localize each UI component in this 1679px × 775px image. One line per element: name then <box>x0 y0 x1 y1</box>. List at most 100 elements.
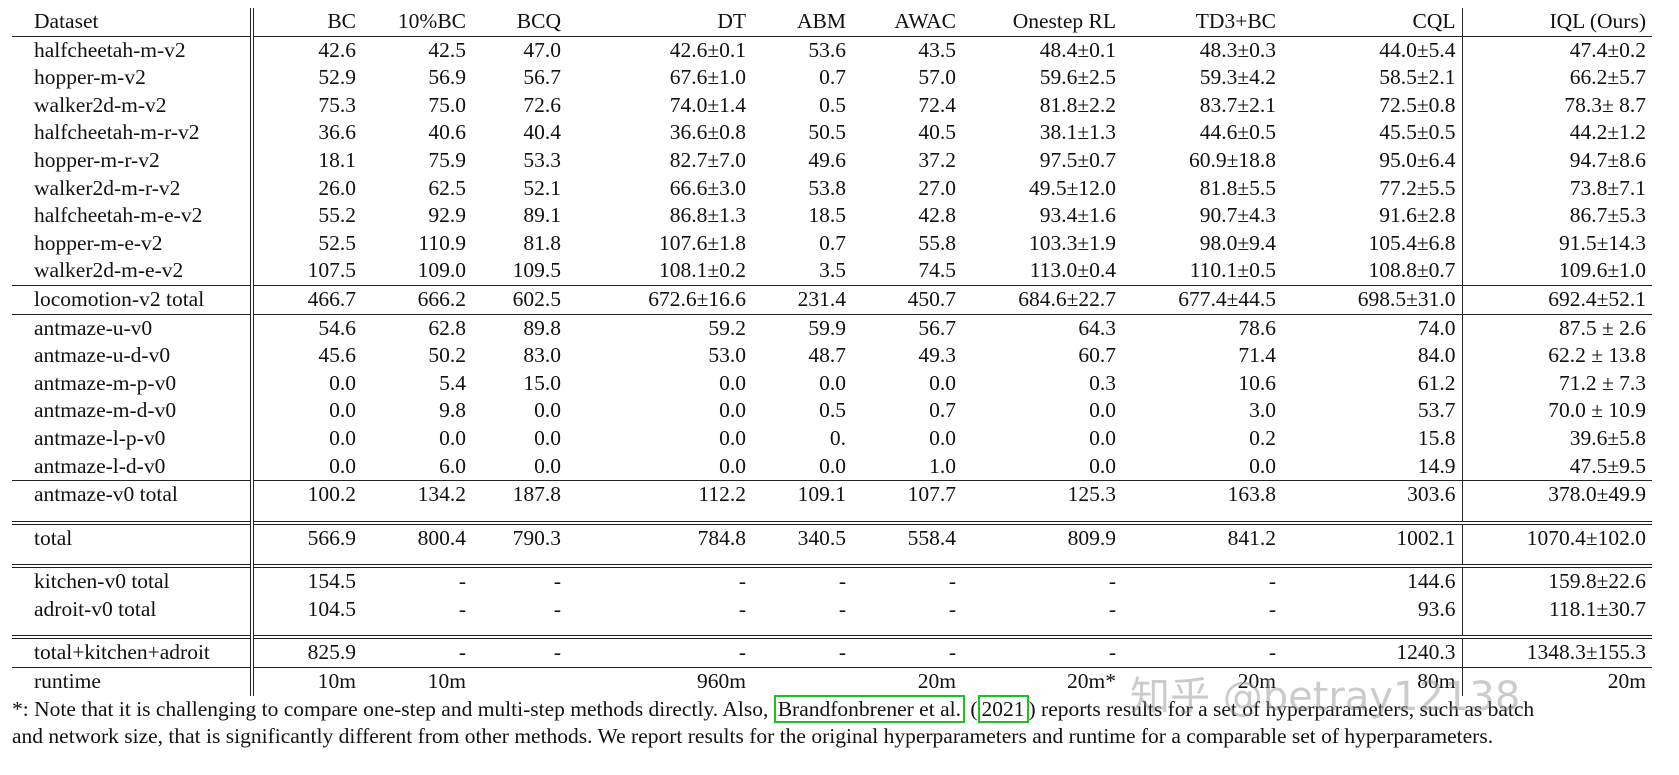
score-cell: 0.0 <box>1089 453 1116 478</box>
dataset-cell: hopper-m-e-v2 <box>12 229 254 258</box>
score-cell: 42.5 <box>428 37 466 62</box>
gap-cell <box>12 623 254 638</box>
dataset-cell: walker2d-m-e-v2 <box>12 257 254 286</box>
score-cell: 698.5±31.0 <box>1282 284 1463 315</box>
score-cell: 61.2 <box>1282 369 1463 398</box>
table-row: halfcheetah-m-r-v2 36.6 40.6 40.4 36.6±0.8 50… <box>12 119 1652 147</box>
score-cell: 103.3±1.9 <box>1028 230 1116 255</box>
column-header: AWAC <box>852 8 962 37</box>
score-cell: 73.8±7.1 <box>1569 175 1646 200</box>
score-cell: 45.5±0.5 <box>1282 119 1463 147</box>
gap-cell <box>752 509 852 523</box>
dataset-cell: antmaze-l-d-v0 <box>12 452 254 481</box>
score-cell: 0.0 <box>819 370 846 395</box>
table-row: antmaze-v0 total 100.2 134.2 187.8 112.2 109.… <box>12 480 1652 509</box>
score-cell: 71.2 ± 7.3 <box>1558 370 1646 395</box>
score-cell: 89.8 <box>472 313 567 343</box>
score-cell: - <box>752 564 852 596</box>
score-cell: 105.4±6.8 <box>1282 229 1463 258</box>
score-cell: 91.5±14.3 <box>1558 230 1646 255</box>
score-cell: 97.5±0.7 <box>1039 147 1116 172</box>
score-cell: 187.8 <box>472 480 567 509</box>
score-cell: 64.3 <box>962 313 1122 343</box>
score-cell: 42.6±0.1 <box>669 37 746 62</box>
score-cell: 0. <box>829 425 846 450</box>
score-cell: 80m <box>1282 667 1463 696</box>
gap-cell <box>472 623 567 637</box>
score-cell: 0.0 <box>819 453 846 478</box>
score-cell: 108.1±0.2 <box>658 258 746 283</box>
footnote-line-1: *: Note that it is challenging to compar… <box>12 695 1667 723</box>
score-cell: 56.7 <box>523 65 561 90</box>
score-cell: 100.2 <box>252 480 362 509</box>
group-gap <box>12 508 1652 523</box>
score-cell: 378.0±49.9 <box>1462 480 1652 509</box>
score-cell <box>472 667 567 696</box>
score-cell: 163.8 <box>1122 480 1282 509</box>
gap-cell <box>752 623 852 637</box>
group-gap <box>12 552 1652 567</box>
score-cell: 10m <box>252 667 362 696</box>
dataset-cell: halfcheetah-m-r-v2 <box>12 119 254 147</box>
score-cell: 54.6 <box>252 313 362 343</box>
dataset-cell: adroit-v0 total <box>12 595 254 624</box>
gap-cell <box>472 509 567 523</box>
gap-cell <box>962 552 1122 566</box>
score-cell: - <box>738 596 746 621</box>
table-row: halfcheetah-m-v2 42.6 42.5 47.0 42.6±0.1 53.6… <box>12 36 1652 65</box>
score-cell: 1002.1 <box>1282 520 1463 553</box>
score-cell: 5.4 <box>439 370 466 395</box>
gap-cell <box>1282 552 1463 567</box>
table-row: antmaze-m-d-v0 0.0 9.8 0.0 0.0 0.5 0.7 0.0 3.0 53… <box>12 397 1652 425</box>
gap-cell <box>362 552 472 566</box>
score-cell: 40.4 <box>523 120 561 145</box>
gap-cell <box>12 508 254 523</box>
score-cell: 0.0 <box>534 425 561 450</box>
score-cell: 0.7 <box>929 398 956 423</box>
score-cell: 36.6±0.8 <box>669 120 746 145</box>
score-cell: 71.4 <box>1238 343 1276 368</box>
score-cell: 3.5 <box>819 258 846 283</box>
score-cell: 83.0 <box>523 343 561 368</box>
score-cell: 0.0 <box>329 453 356 478</box>
dataset-cell: kitchen-v0 total <box>12 564 254 596</box>
dataset-cell: antmaze-l-p-v0 <box>12 424 254 453</box>
score-cell: 72.6 <box>523 92 561 117</box>
score-cell: 0.2 <box>1249 425 1276 450</box>
score-cell: 58.5±2.1 <box>1282 64 1463 92</box>
score-cell: 81.8 <box>523 230 561 255</box>
score-cell: 75.3 <box>318 92 356 117</box>
citation-year-link[interactable]: 2021 <box>977 695 1029 723</box>
gap-cell <box>567 552 752 566</box>
score-cell: 1348.3±155.3 <box>1462 635 1652 668</box>
score-cell: 48.3±0.3 <box>1199 37 1276 62</box>
score-cell: 52.5 <box>318 230 356 255</box>
footnote-text-b: ) reports results for a set of hyperpara… <box>1028 697 1535 721</box>
score-cell: 48.4±0.1 <box>1039 37 1116 62</box>
gap-cell <box>752 552 852 566</box>
score-cell: 59.9 <box>752 313 852 343</box>
score-cell: 558.4 <box>852 520 962 553</box>
citation-author-link[interactable]: Brandfonbrener et al. <box>773 695 965 723</box>
score-cell: 9.8 <box>439 398 466 423</box>
score-cell: 15.8 <box>1282 424 1463 453</box>
score-cell: 6.0 <box>439 453 466 478</box>
score-cell: 49.5±12.0 <box>1028 175 1116 200</box>
score-cell: 0.0 <box>534 398 561 423</box>
dataset-cell: total <box>12 520 254 553</box>
score-cell: 95.0±6.4 <box>1282 146 1463 175</box>
score-cell: 52.1 <box>523 175 561 200</box>
score-cell: 20m* <box>962 667 1122 696</box>
score-cell: 56.7 <box>852 313 962 343</box>
score-cell: 78.3± 8.7 <box>1564 92 1646 117</box>
dataset-cell: antmaze-v0 total <box>12 480 254 509</box>
score-cell: 566.9 <box>252 520 362 553</box>
table-row: total 566.9 800.4 790.3 784.8 340.5 558.4 809.9… <box>12 520 1652 553</box>
score-cell: 42.8 <box>918 203 956 228</box>
score-cell: 109.5 <box>512 258 561 283</box>
score-cell: 74.0 <box>1282 313 1463 343</box>
score-cell: 72.4 <box>918 92 956 117</box>
table-row: hopper-m-v2 52.9 56.9 56.7 67.6±1.0 0.7 57.0 59… <box>12 64 1652 92</box>
score-cell: 0.0 <box>1249 453 1276 478</box>
